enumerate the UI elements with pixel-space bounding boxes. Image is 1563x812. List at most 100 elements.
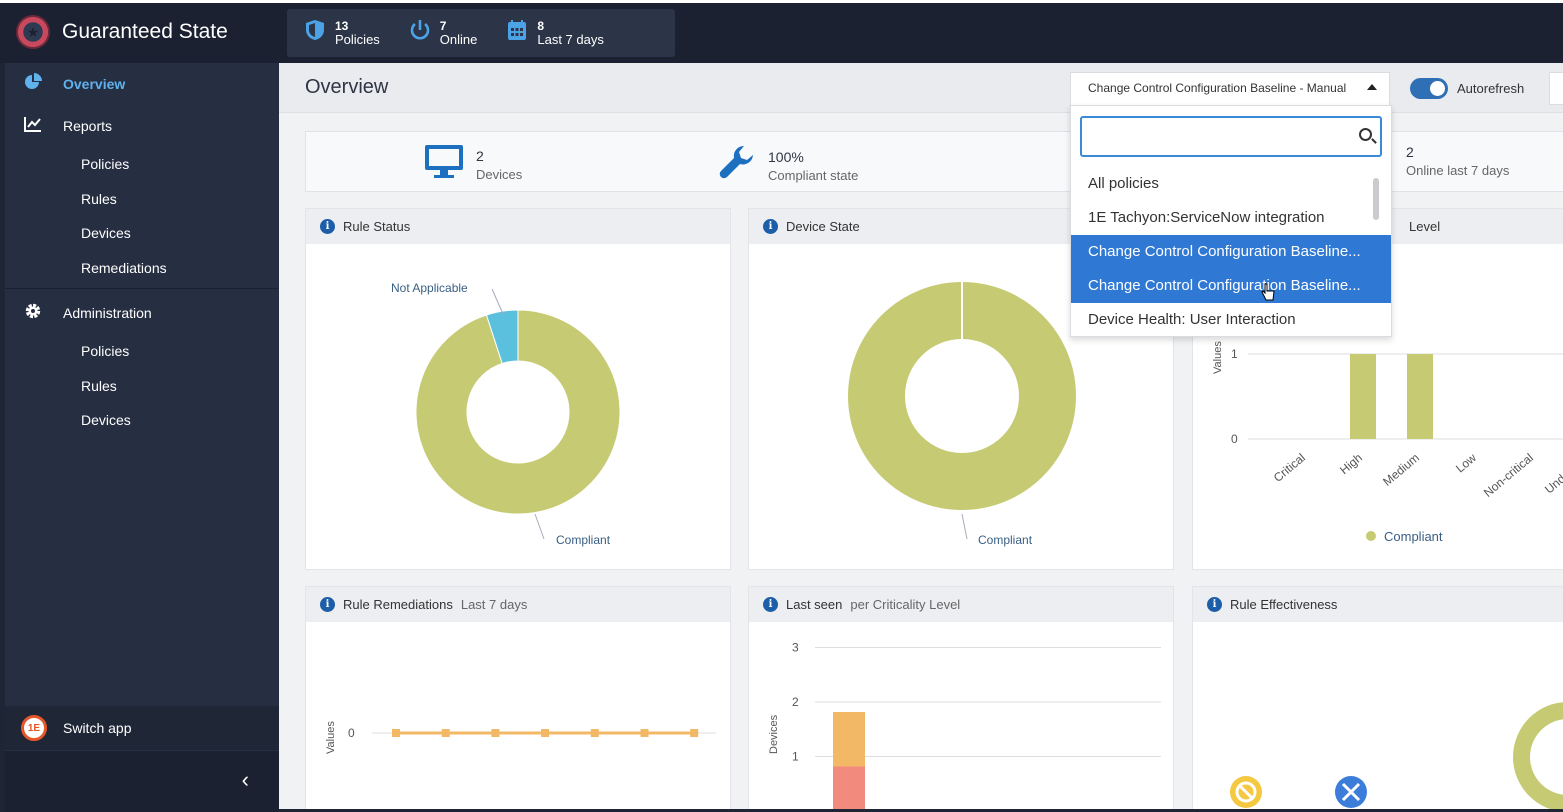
policy-option[interactable]: 1E Tachyon:ServiceNow integration [1088, 209, 1325, 226]
stat-policies-label: Policies [335, 32, 380, 47]
info-icon[interactable]: i [1207, 597, 1222, 612]
sidebar-item-reports-devices[interactable]: Devices [81, 225, 131, 241]
sidebar: Overview Reports Policies Rules Devices … [5, 63, 279, 812]
summary-online[interactable]: 2 Online last 7 days [1406, 144, 1509, 178]
panel-title: Last seen [786, 597, 843, 612]
app-logo-icon: ★ [16, 15, 50, 49]
policy-option[interactable]: Change Control Configuration Baseline... [1071, 235, 1391, 269]
gear-icon [23, 302, 43, 325]
compliant-value: 100% [768, 148, 804, 165]
sidebar-item-admin-devices[interactable]: Devices [81, 412, 131, 428]
summary-devices[interactable]: 2 Devices [424, 144, 522, 185]
stat-last7[interactable]: 8 Last 7 days [505, 19, 604, 47]
sidebar-item-admin-policies[interactable]: Policies [81, 343, 130, 359]
x-tick-label: Critical [1271, 451, 1308, 485]
data-point [640, 729, 649, 737]
main-content: Overview Change Control Configuration Ba… [279, 63, 1563, 809]
x-tick-label: Non-critical [1481, 451, 1536, 500]
panel-title: Level [1409, 219, 1441, 234]
online-value: 2 [1406, 144, 1414, 160]
panel-title: Rule Status [343, 219, 411, 234]
panel-title: Device State [786, 219, 860, 234]
prohibited-icon-ring [1235, 781, 1257, 803]
caret-up-icon [1367, 84, 1377, 90]
online-label: Online last 7 days [1406, 163, 1510, 178]
monitor-icon [424, 144, 464, 185]
sidebar-divider [5, 288, 279, 289]
data-point [541, 729, 550, 737]
slice-label-not-applicable: Not Applicable [391, 281, 468, 295]
slice-label-compliant: Compliant [978, 533, 1033, 547]
policy-option[interactable]: Change Control Configuration Baseline... [1071, 269, 1391, 303]
y-tick-label: 3 [792, 641, 799, 655]
autorefresh-toggle[interactable] [1410, 78, 1448, 99]
line-chart-icon [23, 116, 43, 137]
wrench-icon [718, 144, 756, 187]
y-axis-label: Values [1212, 341, 1224, 374]
stat-last7-label: Last 7 days [537, 32, 604, 47]
rule-status-chart: Not Applicable Compliant [391, 281, 621, 547]
rule-status-panel: i Rule Status Not Applicable Compliant [305, 208, 731, 570]
policy-select[interactable]: Change Control Configuration Baseline - … [1070, 72, 1390, 105]
sidebar-item-reports-rules[interactable]: Rules [81, 190, 117, 207]
collapse-sidebar-button[interactable]: ‹ [5, 751, 279, 812]
sidebar-item-reports-remediations[interactable]: Remediations [81, 259, 167, 276]
policy-select-value: Change Control Configuration Baseline - … [1088, 81, 1347, 95]
rule-effectiveness-panel: i Rule Effectiveness [1192, 586, 1563, 809]
stat-online[interactable]: 7 Online [408, 19, 478, 47]
stat-online-value: 7 [439, 19, 447, 33]
brand[interactable]: ★ Guaranteed State [16, 15, 228, 49]
switch-app-logo-icon: 1E [21, 715, 47, 741]
y-tick-label: 1 [792, 750, 799, 764]
sidebar-item-overview[interactable]: Overview [5, 63, 279, 105]
stat-online-label: Online [439, 32, 478, 47]
sidebar-item-reports-policies[interactable]: Policies [81, 156, 130, 172]
switch-app-button[interactable]: 1E Switch app [5, 706, 279, 750]
chevron-left-icon: ‹ [241, 767, 249, 792]
stacked-bar-segment [833, 712, 865, 767]
y-tick-label: 1 [1231, 347, 1238, 361]
autorefresh-label: Autorefresh [1457, 81, 1525, 96]
info-icon[interactable]: i [763, 597, 778, 612]
header-action-button[interactable] [1549, 72, 1563, 105]
data-point [491, 729, 500, 737]
data-point [392, 729, 400, 737]
data-point [441, 729, 450, 737]
stat-policies[interactable]: 13 Policies [303, 19, 380, 47]
x-tick-label: Medium [1380, 451, 1422, 489]
x-tick-label: Low [1453, 450, 1479, 475]
bar [1407, 354, 1433, 439]
search-icon[interactable] [1359, 128, 1372, 141]
info-icon[interactable]: i [320, 219, 335, 234]
policy-option[interactable]: Device Health: User Interaction [1088, 311, 1296, 328]
data-point [590, 729, 599, 737]
devices-value: 2 [476, 147, 484, 164]
y-tick-label: 2 [792, 695, 799, 709]
calendar-icon [505, 19, 529, 47]
device-state-panel: i Device State Compliant [748, 208, 1174, 570]
device-state-chart: Compliant [848, 282, 1076, 547]
summary-compliant[interactable]: 100% Compliant state [718, 144, 858, 187]
stacked-bar-segment [833, 766, 865, 809]
stat-policies-value: 13 [335, 19, 349, 33]
sidebar-item-admin-rules[interactable]: Rules [81, 377, 117, 394]
sidebar-item-administration[interactable]: Administration [5, 292, 279, 334]
info-icon[interactable]: i [763, 219, 778, 234]
sidebar-item-reports[interactable]: Reports [5, 105, 279, 147]
y-tick-label: 0 [1231, 432, 1238, 446]
stat-last7-value: 8 [537, 19, 545, 33]
devices-label: Devices [476, 166, 523, 182]
top-stats: 13 Policies 7 Online 8 Last 7 days [287, 9, 675, 57]
rule-effectiveness-chart [1230, 702, 1563, 809]
policy-options: All policies 1E Tachyon:ServiceNow integ… [1071, 167, 1391, 337]
compliant-label: Compliant state [768, 167, 859, 183]
pie-chart-icon [23, 72, 43, 96]
info-icon[interactable]: i [320, 597, 335, 612]
panel-subtitle: per Criticality Level [850, 597, 961, 612]
policy-search-input[interactable] [1080, 116, 1382, 157]
last-seen-chart: 1 2 3 Devices [768, 641, 1161, 809]
dropdown-scrollbar[interactable] [1373, 178, 1379, 220]
policy-option[interactable]: All policies [1088, 175, 1159, 192]
x-tick-label: High [1337, 451, 1365, 478]
